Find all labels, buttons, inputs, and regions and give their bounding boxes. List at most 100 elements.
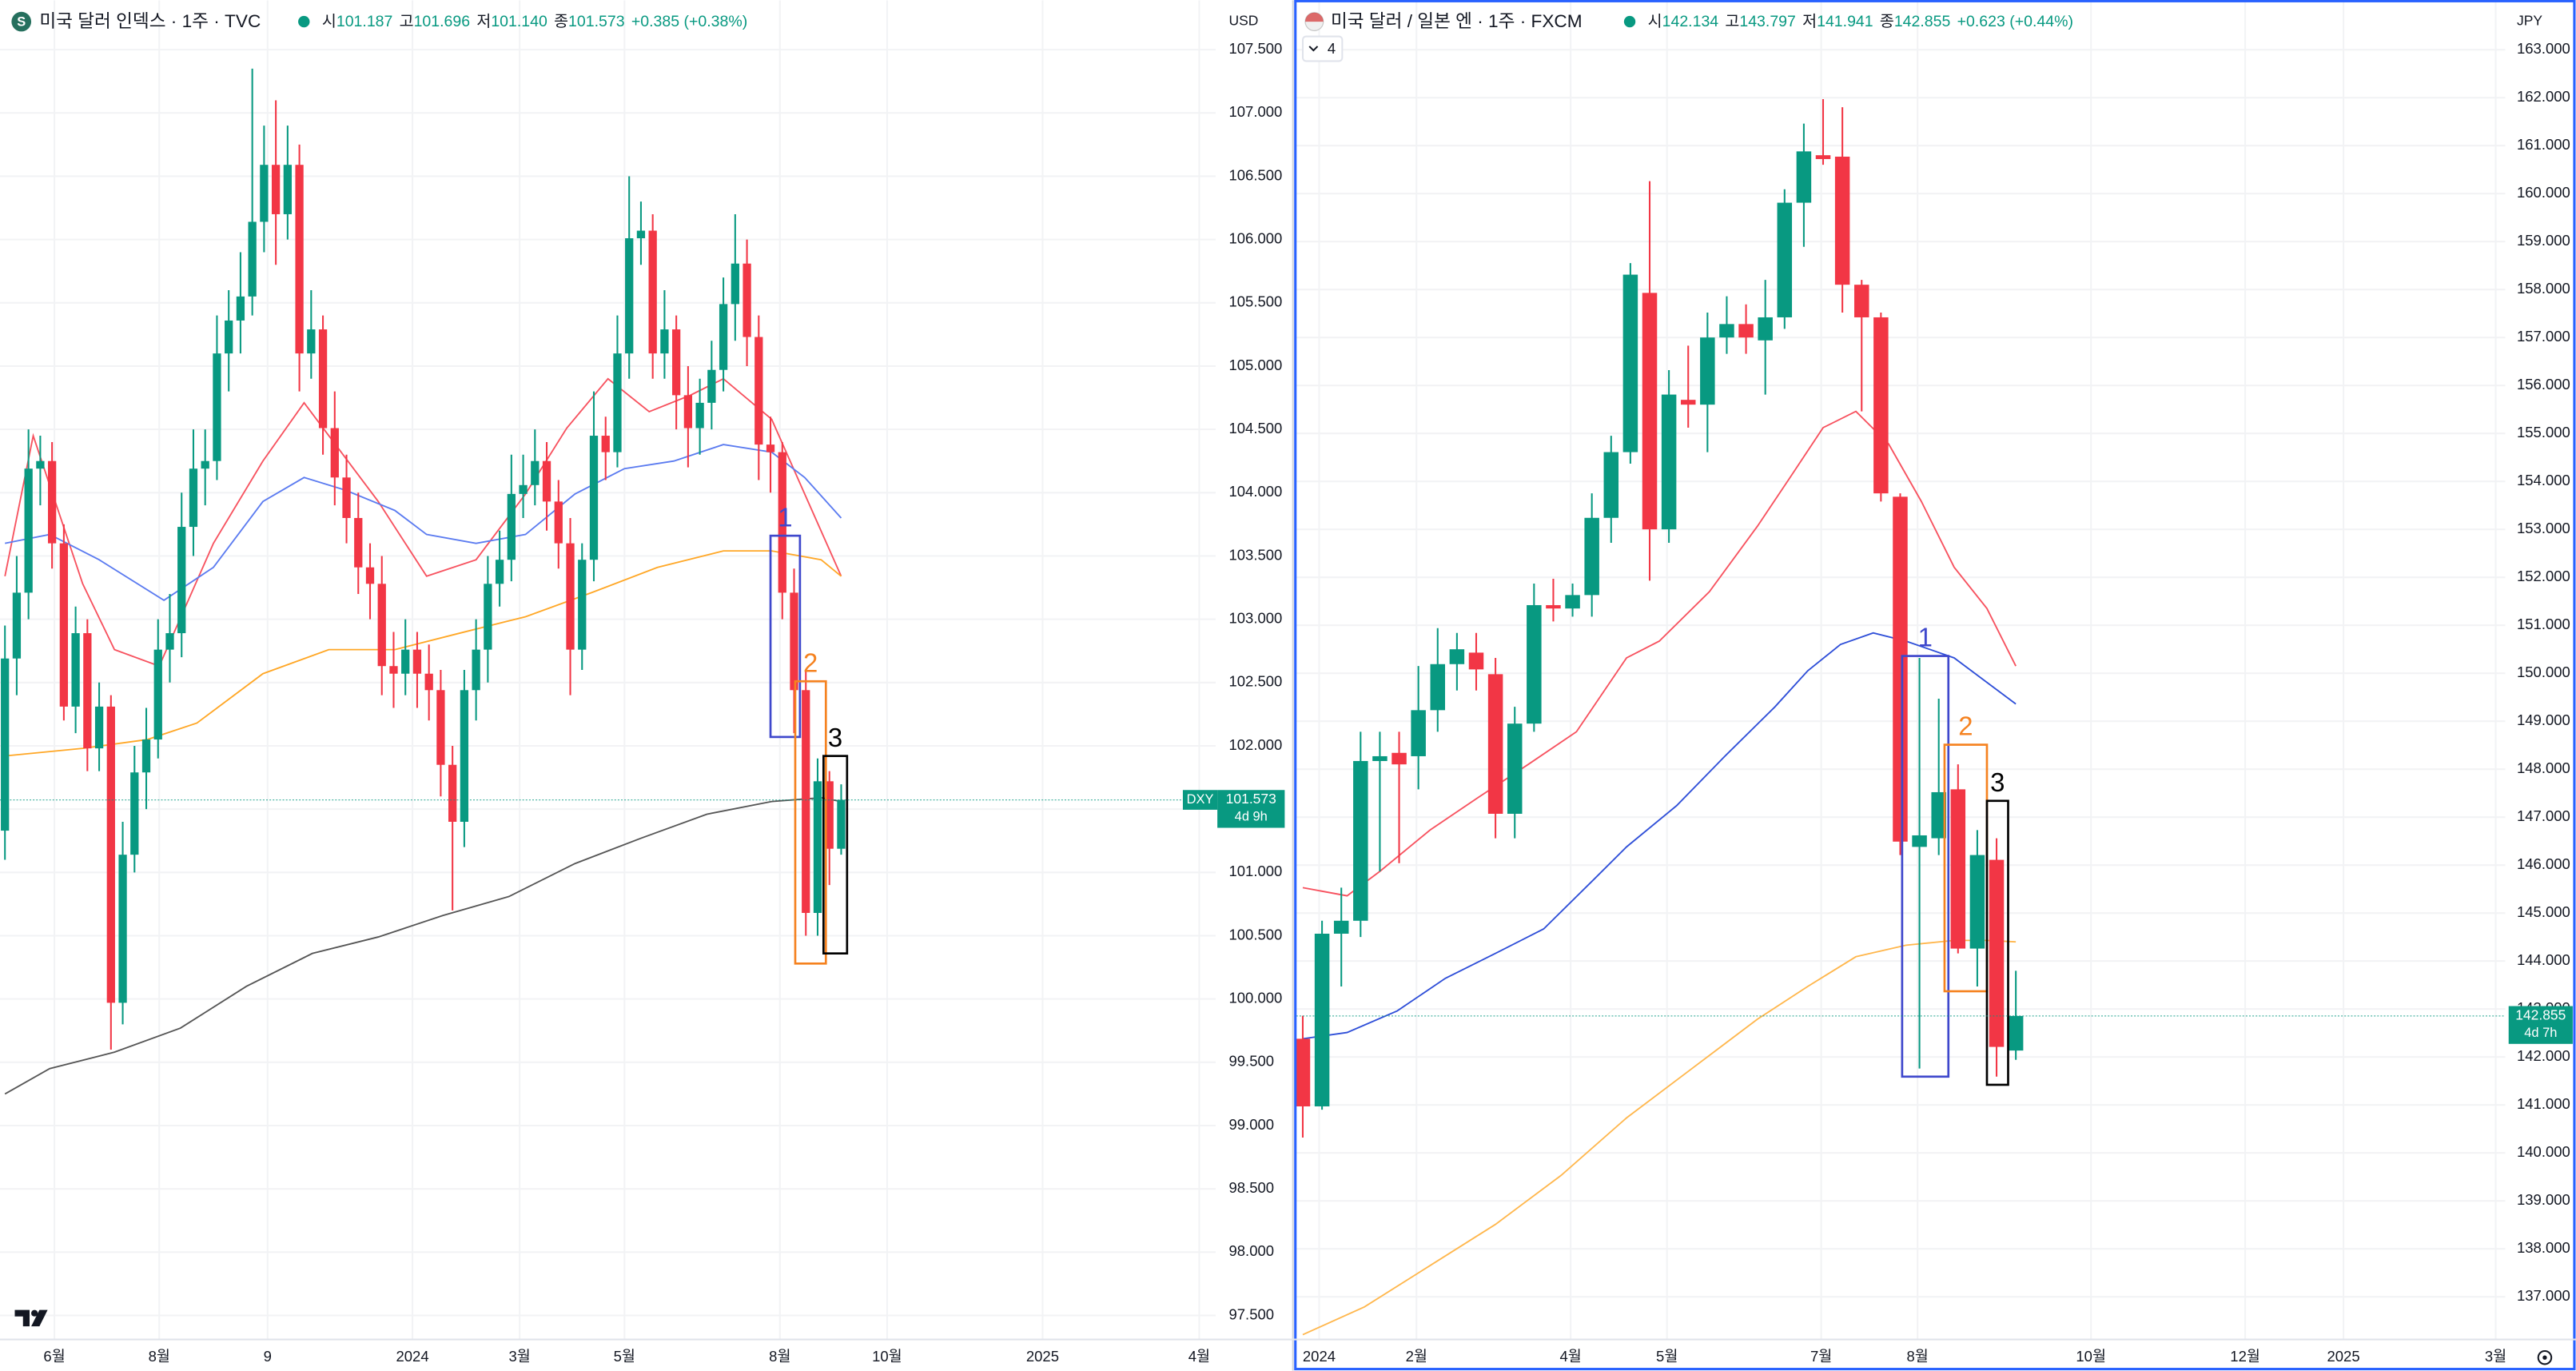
candle-body bbox=[1565, 595, 1580, 609]
left-header-icon: S bbox=[11, 11, 32, 32]
price-tag-value: 101.573 bbox=[1226, 791, 1276, 807]
x-tick-label: 7월 bbox=[1810, 1348, 1832, 1365]
candle-body bbox=[1372, 755, 1388, 761]
candle-body bbox=[578, 560, 587, 650]
pane-left[interactable]: 107.500 107.000 106.500 106.000 105.500 105.0… bbox=[0, 0, 1285, 1365]
y-tick-label: 139.000 bbox=[2517, 1191, 2570, 1208]
candle-body bbox=[1353, 760, 1368, 921]
y-tick-label: 158.000 bbox=[2517, 280, 2570, 297]
candle-body bbox=[436, 690, 445, 765]
x-tick-label: 2월 bbox=[1406, 1348, 1427, 1365]
y-tick-label: 103.500 bbox=[1229, 546, 1283, 563]
annotation-box bbox=[1901, 655, 1950, 1078]
candle-body bbox=[201, 460, 209, 469]
candle-body bbox=[130, 772, 139, 855]
x-tick-label: 2024 bbox=[396, 1348, 428, 1365]
candle-body bbox=[1296, 1038, 1311, 1106]
currency-label: USD bbox=[1229, 13, 1259, 29]
candle-body bbox=[318, 329, 328, 428]
y-tick-label: 160.000 bbox=[2517, 184, 2570, 201]
symbol-tag-text: DXY bbox=[1187, 792, 1214, 807]
y-tick-label: 154.000 bbox=[2517, 472, 2570, 488]
y-tick-label: 137.000 bbox=[2517, 1287, 2570, 1304]
candle-body bbox=[754, 337, 763, 445]
annotation-box bbox=[1985, 799, 2009, 1086]
candle-body bbox=[1603, 452, 1619, 518]
ohlc-label: 저 bbox=[476, 13, 491, 30]
candle-body bbox=[342, 477, 351, 518]
candle-body bbox=[825, 781, 834, 849]
y-tick-label: 106.500 bbox=[1229, 166, 1283, 183]
candle-body bbox=[1661, 394, 1677, 530]
price-tag bbox=[1217, 790, 1285, 828]
gear-hub bbox=[2542, 1355, 2547, 1360]
candle-body bbox=[141, 739, 151, 773]
candle-body bbox=[307, 329, 316, 354]
status-dot bbox=[1623, 15, 1636, 28]
y-tick-label: 104.500 bbox=[1229, 420, 1283, 436]
ohlc-legend: 시142.134 고143.797 저141.941 종142.855 +0.623 (… bbox=[1648, 13, 2073, 30]
y-tick-label: 104.000 bbox=[1229, 483, 1283, 500]
candle-body bbox=[1333, 920, 1349, 934]
candle-body bbox=[1314, 933, 1330, 1106]
tradingview-logo[interactable] bbox=[14, 1309, 48, 1327]
chart-title: 미국 달러 / 일본 엔 · 1주 · FXCM bbox=[1331, 11, 1583, 31]
annotation-label: 1 bbox=[1918, 623, 1933, 652]
candle-body bbox=[707, 369, 716, 403]
candle-body bbox=[601, 436, 610, 452]
candle-body bbox=[260, 165, 269, 222]
pane-right[interactable]: 163.000 162.000 161.000 160.000 159.000 158.0… bbox=[1296, 0, 2573, 1365]
candle-body bbox=[1796, 151, 1812, 203]
symbol-icon bbox=[11, 11, 32, 32]
price-tag-countdown: 4d 9h bbox=[1235, 810, 1268, 824]
indicator-count: 4 bbox=[1328, 40, 1336, 57]
y-tick-label: 156.000 bbox=[2517, 376, 2570, 393]
candle-body bbox=[589, 436, 599, 560]
y-tick-label: 146.000 bbox=[2517, 855, 2570, 872]
moving-average-line bbox=[1302, 632, 2017, 1040]
candle-body bbox=[1487, 674, 1503, 814]
symbol-icon-letter: S bbox=[17, 14, 26, 29]
ohlc-value: 141.941 bbox=[1817, 13, 1873, 30]
x-tick-label: 2024 bbox=[1303, 1348, 1336, 1365]
annotation-label: 2 bbox=[1958, 711, 1973, 741]
candle-body bbox=[531, 460, 539, 485]
y-tick-label: 159.000 bbox=[2517, 232, 2570, 249]
y-tick-label: 162.000 bbox=[2517, 88, 2570, 105]
right-header-icon bbox=[1304, 12, 1324, 32]
candle-body bbox=[1738, 324, 1754, 338]
candle-body bbox=[448, 764, 457, 822]
candle-body bbox=[165, 633, 174, 650]
candle-body bbox=[94, 706, 104, 749]
y-tick-label: 152.000 bbox=[2517, 568, 2570, 584]
x-tick-label: 6월 bbox=[43, 1348, 65, 1365]
candle-body bbox=[1430, 664, 1446, 711]
candle-body bbox=[354, 517, 363, 568]
annotation-label: 3 bbox=[828, 723, 842, 752]
y-tick-label: 105.000 bbox=[1229, 357, 1283, 373]
candle-body bbox=[648, 230, 657, 354]
y-tick-label: 138.000 bbox=[2517, 1239, 2570, 1256]
candle-body bbox=[36, 460, 45, 469]
candle-body bbox=[719, 304, 728, 370]
y-tick-label: 106.000 bbox=[1229, 230, 1283, 247]
candle-body bbox=[1969, 855, 1985, 949]
candle-body bbox=[1853, 285, 1869, 317]
y-tick-label: 102.500 bbox=[1229, 673, 1283, 690]
y-tick-label: 100.000 bbox=[1229, 990, 1283, 1006]
selected-pane-border bbox=[1294, 0, 2576, 1371]
y-tick-label: 163.000 bbox=[2517, 40, 2570, 57]
candle-body bbox=[542, 460, 551, 502]
annotation-label: 3 bbox=[1990, 767, 2005, 797]
candle-body bbox=[377, 584, 386, 667]
annotation-label: 2 bbox=[803, 648, 818, 677]
indicator-toggle[interactable]: 4 bbox=[1301, 35, 1344, 62]
settings-icon[interactable] bbox=[2537, 1349, 2553, 1365]
y-tick-label: 98.000 bbox=[1229, 1242, 1275, 1259]
x-tick-label: 4월 bbox=[1188, 1348, 1210, 1365]
candle-body bbox=[1893, 496, 1908, 842]
y-tick-label: 107.000 bbox=[1229, 103, 1283, 120]
plot-area bbox=[0, 0, 1216, 1340]
x-tick-label: 8월 bbox=[149, 1348, 170, 1365]
